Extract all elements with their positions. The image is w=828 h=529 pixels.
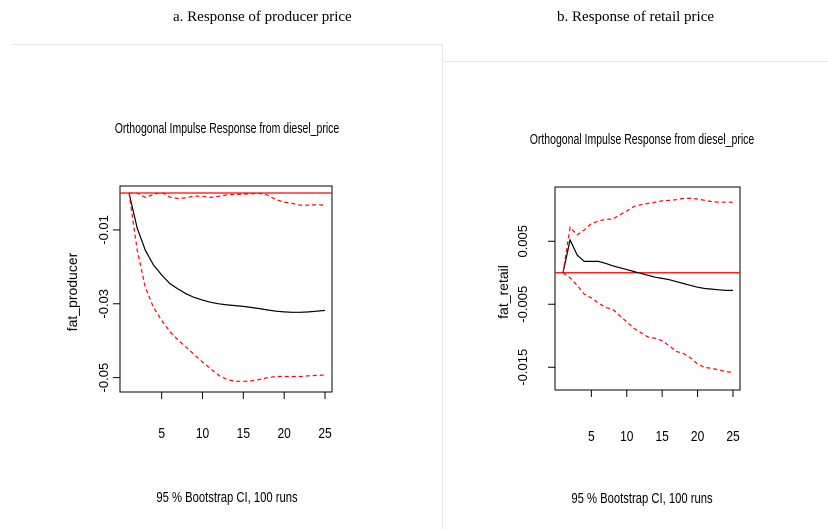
left-caption: a. Response of producer price xyxy=(173,9,352,25)
plot-frame xyxy=(119,185,333,393)
x-tick-label: 10 xyxy=(196,425,210,442)
upper-ci-line xyxy=(129,191,326,206)
y-tick-label: -0.05 xyxy=(96,363,111,393)
y-axis-label: fat_producer xyxy=(64,252,80,331)
x-tick-label: 25 xyxy=(726,428,739,445)
chart-title: Orthogonal Impulse Response from diesel_… xyxy=(530,130,755,147)
x-tick-label: 5 xyxy=(158,425,165,442)
panel-divider-vertical xyxy=(442,44,443,529)
y-tick-label: -0.015 xyxy=(515,349,530,386)
plot-frame xyxy=(554,186,741,391)
y-tick-label: 0.005 xyxy=(515,225,530,258)
chart-title: Orthogonal Impulse Response from diesel_… xyxy=(115,119,340,136)
chart-retail-response: Orthogonal Impulse Response from diesel_… xyxy=(495,130,755,506)
x-axis-label: 95 % Bootstrap CI, 100 runs xyxy=(571,489,713,506)
y-tick-label: -0.005 xyxy=(515,286,530,323)
x-tick-label: 20 xyxy=(691,428,705,445)
chart-producer-response: Orthogonal Impulse Response from diesel_… xyxy=(64,119,340,505)
y-axis-label: fat_retail xyxy=(495,265,511,319)
x-tick-label: 10 xyxy=(620,428,634,445)
lower-ci-line xyxy=(562,272,734,373)
x-tick-label: 20 xyxy=(277,425,291,442)
panel-divider-top xyxy=(12,44,442,45)
impulse-response-line xyxy=(562,238,733,291)
y-tick-label: -0.03 xyxy=(96,289,111,319)
x-tick-label: 5 xyxy=(588,428,595,445)
impulse-response-line xyxy=(128,192,326,313)
x-tick-label: 25 xyxy=(318,425,331,442)
x-tick-label: 15 xyxy=(655,428,668,445)
upper-ci-line xyxy=(562,197,733,273)
x-axis-label: 95 % Bootstrap CI, 100 runs xyxy=(156,488,298,505)
x-tick-label: 15 xyxy=(237,425,250,442)
lower-ci-line xyxy=(128,192,326,382)
panel-divider-right-top xyxy=(443,61,828,62)
right-caption: b. Response of retail price xyxy=(557,9,715,25)
y-tick-label: -0.01 xyxy=(96,215,111,245)
